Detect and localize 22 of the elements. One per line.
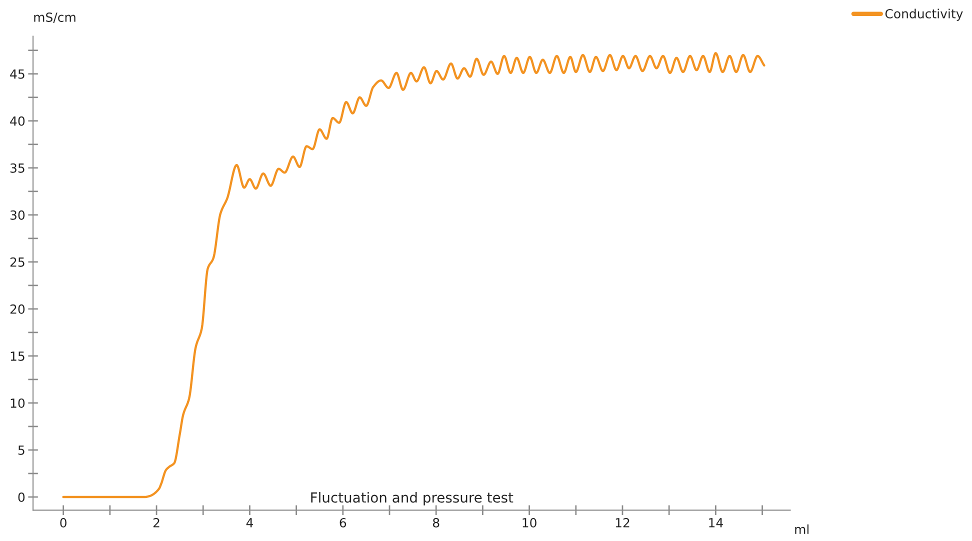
y-tick-label: 40 (10, 116, 25, 126)
text: Fluctuation and pressure test (311, 492, 514, 506)
x-axis-title: ml (795, 524, 808, 534)
x-tick-label: 12 (616, 518, 630, 528)
y-tick-label: 5 (18, 446, 24, 455)
x-tick-label: 2 (153, 518, 160, 528)
y-axis-title: mS/cm (34, 12, 76, 23)
y-tick-label: 35 (10, 163, 24, 173)
x-tick-label: 10 (522, 518, 536, 528)
y-tick-label: 10 (10, 398, 25, 408)
x-tick-label: 0 (60, 518, 66, 528)
x-tick-label: 8 (432, 518, 440, 528)
legend-label: Conductivity (885, 8, 963, 21)
y-tick-label: 25 (10, 257, 24, 267)
y-tick-label: 30 (10, 210, 25, 220)
y-tick-label: 15 (10, 352, 24, 361)
x-tick-label: 14 (709, 518, 723, 528)
x-tick-label: 6 (340, 518, 346, 528)
y-tick-label: 45 (10, 69, 24, 79)
y-tick-label: 20 (10, 304, 25, 314)
y-tick-label: 0 (18, 492, 25, 502)
x-tick-label: 4 (246, 518, 253, 528)
